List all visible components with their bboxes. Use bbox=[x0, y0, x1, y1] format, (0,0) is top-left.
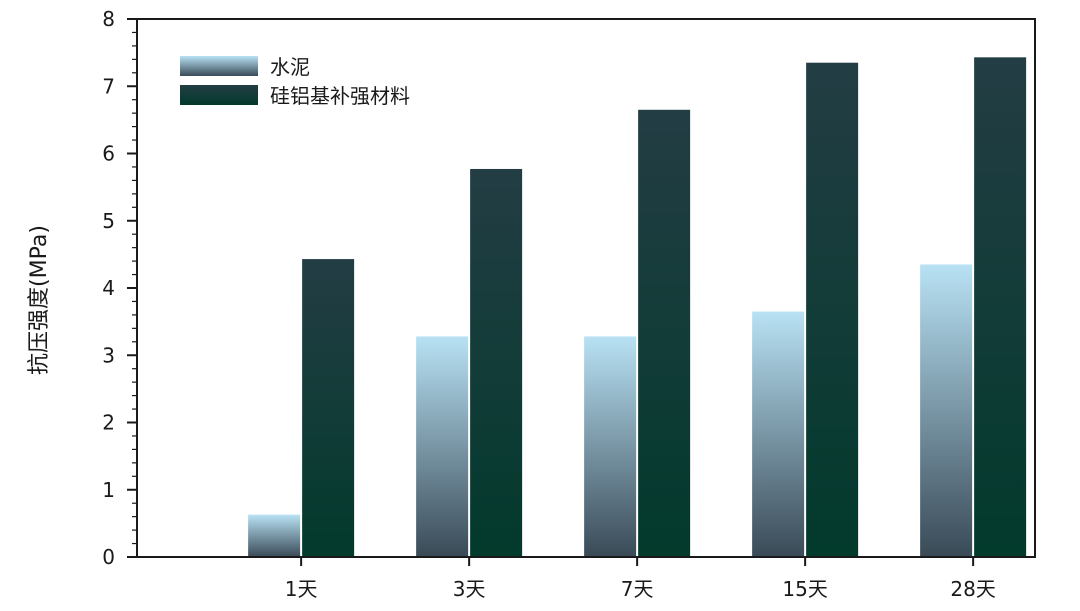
bar-cement bbox=[584, 336, 637, 557]
y-tick-label: 2 bbox=[102, 411, 115, 435]
y-axis-label: 抗压强度(MPa) bbox=[27, 225, 52, 375]
legend-label-cement: 水泥 bbox=[270, 55, 310, 79]
bars-group bbox=[248, 57, 1027, 558]
x-tick-label: 28天 bbox=[950, 577, 995, 601]
bar-silica-alumina bbox=[974, 57, 1027, 558]
legend-swatch-cement bbox=[180, 56, 258, 76]
y-tick-label: 1 bbox=[102, 478, 115, 502]
x-tick-label: 15天 bbox=[782, 577, 827, 601]
bar-cement bbox=[248, 514, 301, 557]
y-tick-label: 5 bbox=[102, 209, 115, 233]
y-tick-label: 3 bbox=[102, 343, 115, 367]
bar-silica-alumina bbox=[638, 109, 691, 557]
legend-swatch-silica-alumina bbox=[180, 85, 258, 105]
plot-frame bbox=[136, 18, 1036, 558]
x-axis-ticks: 1天 3天 7天 15天 28天 bbox=[285, 557, 996, 601]
bar-silica-alumina bbox=[806, 62, 859, 558]
y-tick-label: 4 bbox=[102, 276, 115, 300]
x-tick-label: 1天 bbox=[285, 577, 318, 601]
y-tick-label: 6 bbox=[102, 142, 115, 166]
y-tick-label: 8 bbox=[102, 7, 115, 31]
y-axis-ticks: 0 1 2 3 4 5 6 7 8 bbox=[102, 7, 137, 569]
bar-cement bbox=[752, 311, 805, 557]
x-tick-label: 3天 bbox=[453, 577, 486, 601]
y-tick-label: 0 bbox=[102, 545, 115, 569]
x-tick-label: 7天 bbox=[621, 577, 654, 601]
bar-cement bbox=[920, 264, 973, 557]
bar-cement bbox=[416, 336, 469, 557]
bar-silica-alumina bbox=[302, 259, 355, 557]
legend: 水泥 硅铝基补强材料 bbox=[180, 55, 410, 108]
bar-silica-alumina bbox=[470, 168, 523, 557]
legend-label-silica-alumina: 硅铝基补强材料 bbox=[270, 84, 410, 108]
y-tick-label: 7 bbox=[102, 74, 115, 98]
